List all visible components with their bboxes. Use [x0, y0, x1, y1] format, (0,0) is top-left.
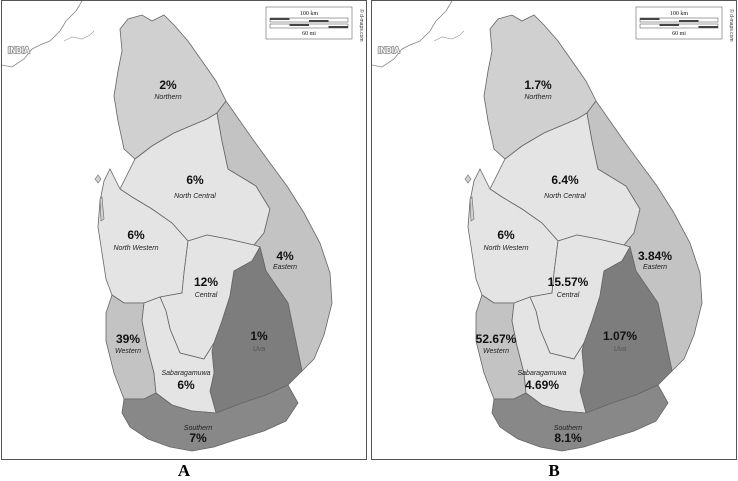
region-eastern — [216, 100, 333, 372]
region-label-central: 15.57% Central — [548, 275, 589, 299]
india-label: INDIA — [378, 46, 400, 55]
name-southern: Southern — [184, 425, 213, 432]
name-southern: Southern — [554, 425, 583, 432]
value-western: 39% — [116, 332, 140, 346]
region-label-southern: Southern 7% — [184, 425, 213, 445]
region-label-southern: Southern 8.1% — [554, 425, 583, 445]
name-north-central: North Central — [544, 193, 586, 200]
name-north-western: North Western — [114, 245, 159, 252]
name-eastern: Eastern — [643, 264, 667, 271]
region-label-sabaragamuwa: Sabaragamuwa 4.69% — [517, 370, 566, 392]
name-eastern: Eastern — [273, 264, 297, 271]
credit-text: © d-maps.com — [728, 9, 735, 42]
name-uva: Uva — [614, 346, 627, 353]
name-western: Western — [115, 348, 141, 355]
scale-bar: 100 km 60 mi — [635, 6, 723, 40]
region-sabaragamuwa — [141, 296, 217, 414]
sri-lanka-map-a: INDIA 100 km 60 mi © d-maps.com 2% — [2, 1, 365, 452]
region-label-north-central: 6% North Central — [174, 173, 216, 200]
adams-bridge — [63, 30, 95, 42]
small-island — [94, 174, 102, 184]
kalpitiya-island — [469, 196, 475, 222]
panel-label-a: A — [177, 461, 191, 480]
region-label-western: 39% Western — [115, 332, 141, 355]
name-central: Central — [195, 292, 218, 299]
value-north-western: 6% — [497, 228, 515, 242]
region-label-uva: 1.07% Uva — [603, 329, 637, 353]
region-label-northern: 2% Northern — [154, 78, 181, 101]
region-eastern — [586, 100, 703, 372]
name-north-central: North Central — [174, 193, 216, 200]
scale-mi-label: 60 mi — [302, 31, 316, 37]
value-sabaragamuwa: 6% — [177, 378, 195, 392]
region-label-western: 52.67% Western — [476, 332, 517, 355]
region-southern — [121, 384, 299, 452]
value-north-central: 6% — [186, 173, 204, 187]
value-central: 12% — [194, 275, 218, 289]
value-uva: 1% — [250, 329, 268, 343]
region-label-central: 12% Central — [194, 275, 218, 299]
name-northern: Northern — [154, 94, 181, 101]
map-panel-b: INDIA 100 km 60 mi © d-maps.com 1.7% Nor… — [371, 0, 737, 460]
value-central: 15.57% — [548, 275, 589, 289]
value-western: 52.67% — [476, 332, 517, 346]
value-eastern: 4% — [276, 249, 294, 263]
region-label-north-western: 6% North Western — [114, 228, 159, 252]
region-sabaragamuwa — [511, 296, 587, 414]
region-label-north-central: 6.4% North Central — [544, 173, 586, 200]
value-uva: 1.07% — [603, 329, 637, 343]
name-northern: Northern — [524, 94, 551, 101]
value-north-western: 6% — [127, 228, 145, 242]
scale-km-label: 100 km — [300, 11, 319, 17]
scale-mi-label: 60 mi — [672, 31, 686, 37]
india-coastline — [2, 1, 83, 68]
name-north-western: North Western — [484, 245, 529, 252]
name-uva: Uva — [253, 346, 266, 353]
value-eastern: 3.84% — [638, 249, 672, 263]
adams-bridge — [433, 30, 465, 42]
name-central: Central — [557, 292, 580, 299]
india-label: INDIA — [8, 46, 30, 55]
small-island — [464, 174, 472, 184]
value-sabaragamuwa: 4.69% — [525, 378, 559, 392]
sri-lanka-map-b: INDIA 100 km 60 mi © d-maps.com 1.7% Nor… — [372, 1, 735, 452]
scale-bar: 100 km 60 mi — [265, 6, 353, 40]
value-north-central: 6.4% — [551, 173, 579, 187]
india-coastline — [372, 1, 453, 68]
region-southern — [491, 384, 669, 452]
region-label-northern: 1.7% Northern — [524, 78, 552, 101]
region-label-eastern: 3.84% Eastern — [638, 249, 672, 271]
region-label-sabaragamuwa: Sabaragamuwa 6% — [161, 370, 210, 392]
value-northern: 1.7% — [524, 78, 552, 92]
region-label-north-western: 6% North Western — [484, 228, 529, 252]
region-label-uva: 1% Uva — [250, 329, 268, 353]
name-sabaragamuwa: Sabaragamuwa — [161, 370, 210, 377]
region-label-eastern: 4% Eastern — [273, 249, 297, 271]
credit-text: © d-maps.com — [358, 9, 365, 42]
name-sabaragamuwa: Sabaragamuwa — [517, 370, 566, 377]
value-northern: 2% — [159, 78, 177, 92]
value-southern: 7% — [189, 431, 207, 445]
scale-km-label: 100 km — [670, 11, 689, 17]
kalpitiya-island — [99, 196, 105, 222]
map-panel-a: INDIA 100 km 60 mi © d-maps.com 2% — [1, 0, 367, 460]
panel-label-b: B — [548, 461, 560, 480]
value-southern: 8.1% — [554, 431, 582, 445]
name-western: Western — [483, 348, 509, 355]
